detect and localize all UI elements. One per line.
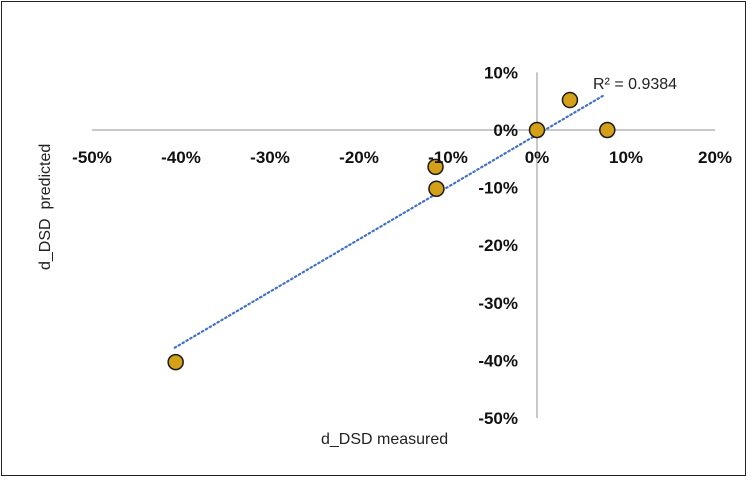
- y-tick-label: -10%: [478, 179, 518, 198]
- x-tick-label: -10%: [428, 148, 468, 167]
- x-tick-label: -50%: [72, 148, 112, 167]
- x-axis-title: d_DSD measured: [321, 431, 448, 448]
- x-tick-label: -30%: [250, 148, 290, 167]
- r-squared-label: R² = 0.9384: [593, 76, 677, 93]
- y-tick-label: -40%: [478, 351, 518, 370]
- data-point: [599, 121, 616, 139]
- data-point: [528, 121, 546, 139]
- x-tick-label: -40%: [161, 148, 201, 167]
- y-tick-label: 10%: [484, 63, 518, 82]
- data-point: [167, 353, 184, 371]
- data-point: [561, 91, 579, 109]
- data-point: [427, 158, 444, 176]
- x-tick-label: 20%: [698, 148, 732, 167]
- y-tick-label: -50%: [478, 409, 518, 428]
- y-tick-label: 0%: [493, 121, 518, 140]
- data-point: [428, 180, 445, 198]
- y-tick-label: -20%: [478, 236, 518, 255]
- y-axis-title: d_DSD predicted: [37, 144, 54, 270]
- x-tick-label: 0%: [525, 148, 550, 167]
- x-tick-label: -20%: [339, 148, 379, 167]
- x-tick-label: 10%: [609, 148, 643, 167]
- y-tick-label: -30%: [478, 294, 518, 313]
